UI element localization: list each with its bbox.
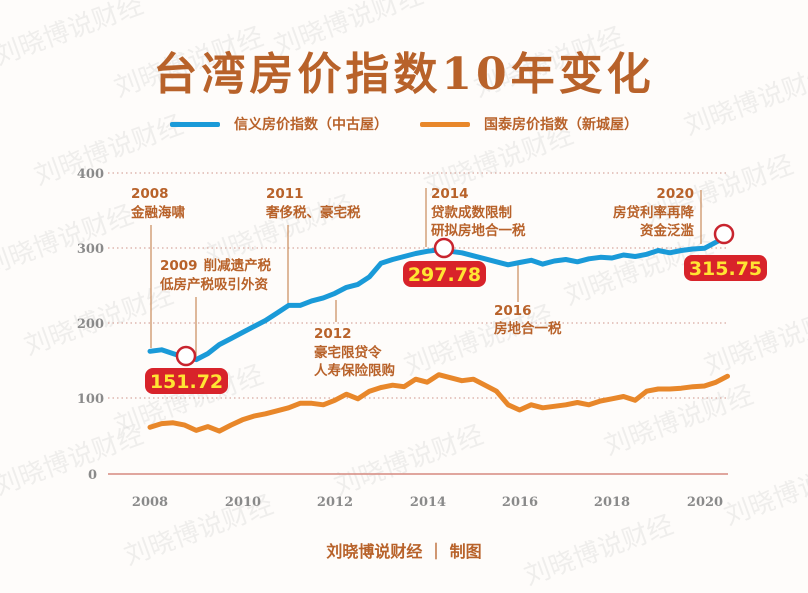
annotation-text: 研拟房地合一税 — [431, 222, 526, 239]
annotation-year: 2009 — [160, 258, 198, 274]
series-line-cathay — [147, 372, 730, 434]
y-tick: 100 — [77, 392, 104, 407]
callout-value: 297.78 — [408, 264, 481, 286]
annotation-2008: 2008 金融海啸 — [130, 186, 185, 221]
annotation-year: 2014 — [431, 186, 469, 202]
x-axis: 2008 2010 2012 2014 2016 2018 2020 — [132, 495, 723, 510]
legend-item-cathay: 国泰房价指数（新城屋） — [420, 114, 638, 134]
y-tick: 400 — [77, 167, 104, 182]
annotation-text: 资金泛滥 — [640, 222, 694, 239]
annotation-text: 房地合一税 — [494, 320, 562, 337]
marker-circle — [713, 223, 735, 245]
legend: 信义房价指数（中古屋） 国泰房价指数（新城屋） — [0, 114, 808, 134]
callout-value: 315.75 — [689, 258, 762, 280]
annotation-year: 2012 — [314, 326, 352, 342]
x-tick: 2018 — [594, 495, 630, 510]
x-tick: 2012 — [317, 495, 353, 510]
highlight-markers — [175, 223, 735, 367]
annotation-leaders — [150, 188, 702, 358]
annotation-year: 2016 — [494, 303, 532, 319]
annotation-text: 人寿保险限购 — [314, 362, 395, 379]
x-tick: 2008 — [132, 495, 168, 510]
annotation-2011: 2011 奢侈税、豪宅税 — [265, 186, 361, 221]
callout-badge-1: 151.72 — [145, 368, 228, 394]
x-tick: 2020 — [687, 495, 723, 510]
legend-swatch-orange — [420, 121, 470, 127]
annotation-year: 2011 — [266, 186, 304, 202]
annotation-text: 房贷利率再降 — [613, 204, 694, 221]
legend-swatch-blue — [170, 121, 220, 127]
y-axis: 400 300 200 100 0 — [77, 167, 104, 483]
annotation-2016: 2016 房地合一税 — [494, 303, 562, 337]
callout-badge-3: 315.75 — [684, 255, 767, 281]
annotation-2012: 2012 豪宅限贷令 人寿保险限购 — [314, 326, 395, 379]
annotation-text: 削减遗产税 — [204, 257, 272, 274]
annotation-text: 低房产税吸引外资 — [159, 276, 268, 293]
y-tick: 200 — [77, 317, 104, 332]
marker-circle — [433, 237, 455, 259]
annotation-2014: 2014 贷款成数限制 研拟房地合一税 — [431, 186, 526, 239]
callout-value: 151.72 — [150, 371, 223, 393]
legend-label: 信义房价指数（中古屋） — [234, 117, 388, 133]
legend-label: 国泰房价指数（新城屋） — [484, 117, 638, 133]
marker-circle — [175, 345, 197, 367]
annotation-year: 2020 — [656, 186, 694, 202]
annotation-text: 贷款成数限制 — [431, 204, 512, 221]
annotation-2020: 2020 房贷利率再降 资金泛滥 — [613, 186, 694, 239]
annotation-text: 金融海啸 — [130, 204, 185, 221]
y-tick: 0 — [88, 468, 97, 483]
legend-item-xinyi: 信义房价指数（中古屋） — [170, 114, 388, 134]
callout-badge-2: 297.78 — [403, 261, 486, 287]
annotation-text: 奢侈税、豪宅税 — [265, 204, 361, 221]
annotation-2009: 2009 削减遗产税 低房产税吸引外资 — [159, 257, 272, 293]
x-tick: 2010 — [225, 495, 261, 510]
x-tick: 2014 — [410, 495, 446, 510]
x-tick: 2016 — [502, 495, 538, 510]
chart-title: 台湾房价指数10年变化 — [153, 49, 655, 100]
credit-footer: 刘晓博说财经 ｜ 制图 — [326, 542, 482, 561]
y-tick: 300 — [77, 242, 104, 257]
annotation-text: 豪宅限贷令 — [314, 344, 382, 361]
annotation-year: 2008 — [131, 186, 169, 202]
